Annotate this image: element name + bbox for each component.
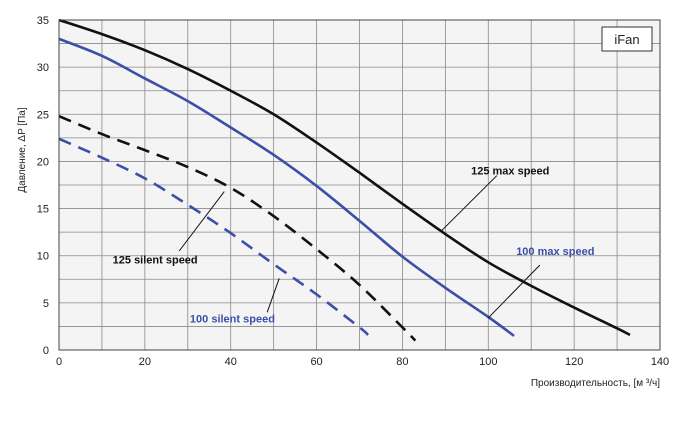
y-tick-label: 20 <box>37 156 49 168</box>
series-labels: 125 max speed 100 max speed 125 silent spe… <box>113 166 595 326</box>
x-tick-label: 100 <box>479 356 497 368</box>
series-line-2 <box>58 114 417 342</box>
y-tick-label: 30 <box>37 62 49 74</box>
series-line-0 <box>58 18 631 337</box>
plot-frame <box>58 19 661 351</box>
series-label-2: 125 silent speed <box>113 254 198 266</box>
y-tick-label: 35 <box>37 15 49 27</box>
y-tick-label: 15 <box>37 204 49 216</box>
series-leader-2 <box>178 191 225 252</box>
x-tick-label: 140 <box>651 356 669 368</box>
y-tick-label: 5 <box>43 298 49 310</box>
series-leader-0 <box>440 175 498 232</box>
x-axis-label: Производительность, [м ³/ч] <box>531 378 660 389</box>
series-label-0: 125 max speed <box>471 166 549 178</box>
badge-text: iFan <box>614 32 639 47</box>
series-label-3: 100 silent speed <box>190 314 275 326</box>
series-line-3 <box>58 137 369 336</box>
tick-labels: 0 20 40 60 80 100 120 140 0 5 10 15 20 25 30 35 <box>37 15 669 368</box>
x-tick-label: 0 <box>56 356 62 368</box>
y-tick-label: 25 <box>37 109 49 121</box>
series-leader-1 <box>487 264 541 319</box>
badge-box <box>601 26 653 52</box>
x-tick-label: 20 <box>139 356 151 368</box>
y-tick-label: 10 <box>37 251 49 263</box>
y-tick-label: 0 <box>43 345 49 357</box>
grid <box>59 20 660 350</box>
badge: iFan <box>601 26 653 52</box>
series-label-1: 100 max speed <box>516 246 594 258</box>
x-tick-label: 120 <box>565 356 583 368</box>
y-axis-label: Давление, ΔP [Па] <box>17 107 28 193</box>
x-tick-label: 80 <box>396 356 408 368</box>
series-layer <box>58 18 631 342</box>
x-tick-label: 60 <box>310 356 322 368</box>
series-line-1 <box>58 37 515 337</box>
series-leader-3 <box>266 278 280 313</box>
x-tick-label: 40 <box>225 356 237 368</box>
